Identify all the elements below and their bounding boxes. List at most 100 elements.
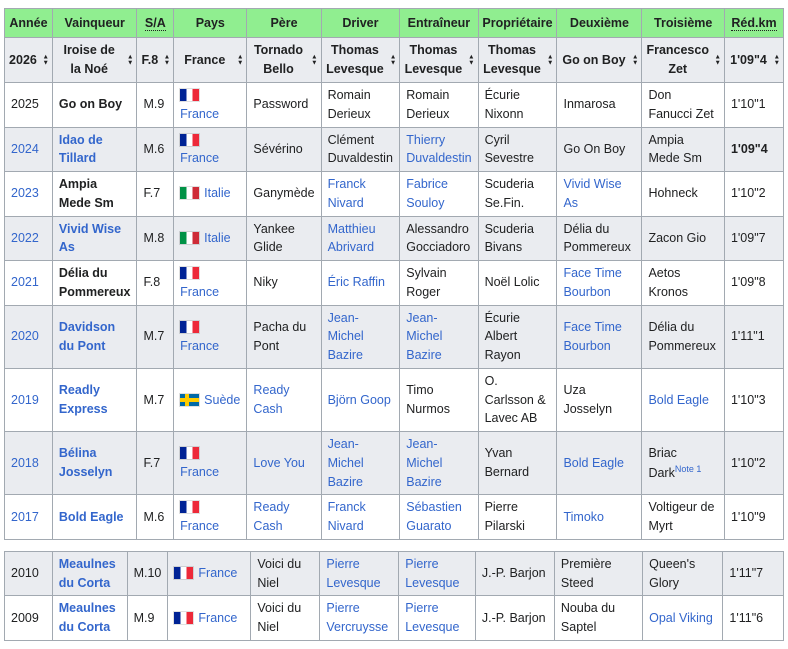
note-ref-link[interactable]: Note 1 bbox=[674, 463, 702, 474]
annee-link[interactable]: 2021 bbox=[11, 275, 39, 290]
cell-proprietaire: Écurie Nixonn bbox=[477, 82, 558, 128]
redkm-text: 1'10"9 bbox=[730, 509, 766, 524]
annee-link[interactable]: 2017 bbox=[11, 509, 39, 524]
pays-link[interactable]: France bbox=[198, 566, 238, 581]
cell-proprietaire: Cyril Sevestre bbox=[477, 126, 558, 172]
sort-header-label: 2026 bbox=[9, 52, 37, 67]
pays-link[interactable]: Suède bbox=[204, 392, 241, 407]
vainqueur-link[interactable]: Readly Express bbox=[58, 383, 108, 416]
annee-link[interactable]: 2018 bbox=[11, 455, 39, 470]
cell-pays: France bbox=[173, 304, 248, 369]
pays-link[interactable]: Italie bbox=[204, 186, 231, 201]
column-header-proprietaire: Propriétaire bbox=[477, 8, 558, 38]
sort-header-annee[interactable]: 2026 ▲ ▼ bbox=[4, 37, 53, 83]
driver-link[interactable]: Matthieu Abrivard bbox=[327, 221, 376, 255]
column-header-sa: S/A bbox=[136, 8, 175, 38]
cell-driver: Matthieu Abrivard bbox=[320, 215, 401, 261]
cell-pays: France bbox=[173, 126, 248, 172]
pays-link[interactable]: France bbox=[180, 519, 220, 533]
vainqueur-link[interactable]: Vivid Wise As bbox=[58, 221, 122, 255]
deuxieme-link[interactable]: Face Time Bourbon bbox=[563, 319, 622, 353]
cell-annee: 2010 bbox=[4, 550, 53, 597]
annee-link[interactable]: 2020 bbox=[11, 329, 39, 344]
pays-link[interactable]: France bbox=[180, 284, 220, 299]
pere-link[interactable]: Love You bbox=[253, 455, 305, 470]
deuxieme-link[interactable]: Vivid Wise As bbox=[563, 177, 622, 210]
entraineur-link[interactable]: Pierre Levesque bbox=[405, 556, 460, 590]
cell-troisieme: Délia du Pommereux bbox=[641, 304, 725, 369]
sort-header-sa[interactable]: F.8 ▲ ▼ bbox=[136, 37, 175, 83]
pays-link[interactable]: Italie bbox=[204, 230, 231, 245]
deuxieme-text: Nouba du Saptel bbox=[560, 601, 616, 634]
deuxieme-link[interactable]: Bold Eagle bbox=[563, 455, 624, 470]
pays-link[interactable]: France bbox=[180, 338, 220, 353]
cell-pays: Suède bbox=[173, 367, 248, 433]
cell-annee: 2017 bbox=[4, 494, 53, 540]
sort-header-redkm[interactable]: 1'09"4 ▲ ▼ bbox=[723, 37, 785, 83]
annee-link[interactable]: 2023 bbox=[11, 186, 39, 201]
sort-header-troisieme[interactable]: Francesco Zet ▲ ▼ bbox=[641, 37, 725, 83]
pere-link[interactable]: Ready Cash bbox=[253, 383, 290, 416]
cell-troisieme: Queen's Glory bbox=[642, 550, 724, 597]
pays-link[interactable]: France bbox=[180, 151, 220, 166]
entraineur-link[interactable]: Thierry Duvaldestin bbox=[406, 132, 472, 166]
pays-link[interactable]: France bbox=[180, 465, 220, 480]
proprietaire-text: Scuderia Bivans bbox=[484, 221, 534, 255]
cell-troisieme: Aetos Kronos bbox=[641, 260, 725, 306]
entraineur-link[interactable]: Jean-Michel Bazire bbox=[406, 437, 443, 489]
troisieme-text: Ampia Mede Sm bbox=[648, 132, 702, 166]
cell-deuxieme: Première Steed bbox=[553, 550, 644, 597]
entraineur-link[interactable]: Pierre Levesque bbox=[405, 601, 460, 634]
table-row-2023: 2023 Ampia Mede Sm F.7 Italie Ganymède Franck… bbox=[4, 171, 785, 217]
sort-header-vainqueur[interactable]: Iroise de la Noé ▲ ▼ bbox=[51, 37, 138, 83]
annee-link[interactable]: 2019 bbox=[11, 392, 39, 407]
troisieme-link[interactable]: Bold Eagle bbox=[648, 392, 709, 407]
sort-header-entraineur[interactable]: Thomas Levesque ▲ ▼ bbox=[399, 37, 479, 83]
vainqueur-link[interactable]: Bold Eagle bbox=[58, 509, 124, 524]
it-flag-icon bbox=[180, 231, 200, 244]
cell-annee: 2023 bbox=[4, 171, 53, 217]
annee-link[interactable]: 2024 bbox=[11, 141, 39, 156]
driver-link[interactable]: Björn Goop bbox=[327, 392, 391, 407]
cell-deuxieme: Inmarosa bbox=[556, 82, 643, 128]
sort-header-proprietaire[interactable]: Thomas Levesque ▲ ▼ bbox=[477, 37, 558, 83]
proprietaire-text: Pierre Pilarski bbox=[484, 500, 525, 533]
sort-arrows-icon: ▲ ▼ bbox=[311, 53, 318, 66]
driver-link[interactable]: Jean-Michel Bazire bbox=[327, 437, 364, 489]
driver-link[interactable]: Pierre Levesque bbox=[326, 556, 381, 590]
vainqueur-link[interactable]: Davidson du Pont bbox=[58, 319, 116, 353]
driver-link[interactable]: Franck Nivard bbox=[327, 500, 366, 533]
pere-link[interactable]: Ready Cash bbox=[253, 500, 290, 533]
sort-header-label: France bbox=[184, 52, 226, 67]
column-header-pays: Pays bbox=[173, 8, 248, 38]
redkm-text: 1'10"2 bbox=[730, 186, 766, 201]
troisieme-link[interactable]: Opal Viking bbox=[649, 610, 713, 625]
vainqueur-link[interactable]: Bélina Josselyn bbox=[58, 446, 113, 480]
pere-text: Password bbox=[253, 97, 309, 112]
entraineur-link[interactable]: Sébastien Guarato bbox=[406, 500, 462, 533]
driver-link[interactable]: Franck Nivard bbox=[327, 177, 366, 210]
pays-link[interactable]: France bbox=[180, 106, 220, 121]
pays-link[interactable]: France bbox=[198, 610, 238, 625]
sa-text: M.9 bbox=[143, 97, 165, 112]
vainqueur-link[interactable]: Idao de Tillard bbox=[58, 132, 103, 166]
deuxieme-link[interactable]: Face Time Bourbon bbox=[563, 266, 622, 299]
cell-deuxieme: Face Time Bourbon bbox=[556, 260, 643, 306]
driver-link[interactable]: Pierre Vercruysse bbox=[326, 601, 389, 634]
sort-header-deuxieme[interactable]: Go on Boy ▲ ▼ bbox=[556, 37, 643, 83]
vainqueur-link[interactable]: Meaulnes du Corta bbox=[58, 601, 116, 634]
sort-header-pays[interactable]: France ▲ ▼ bbox=[173, 37, 248, 83]
entraineur-link[interactable]: Fabrice Souloy bbox=[406, 177, 448, 210]
vainqueur-link[interactable]: Meaulnes du Corta bbox=[58, 556, 116, 590]
sort-header-pere[interactable]: Tornado Bello ▲ ▼ bbox=[246, 37, 322, 83]
entraineur-link[interactable]: Jean-Michel Bazire bbox=[406, 310, 443, 363]
annee-link[interactable]: 2022 bbox=[11, 230, 39, 245]
table-row-2017: 2017 Bold Eagle M.6 France Ready Cash Franck … bbox=[4, 494, 785, 540]
sort-arrows-icon: ▲ ▼ bbox=[714, 53, 721, 66]
deuxieme-link[interactable]: Timoko bbox=[563, 509, 604, 524]
sort-header-driver[interactable]: Thomas Levesque ▲ ▼ bbox=[320, 37, 401, 83]
driver-link[interactable]: Jean-Michel Bazire bbox=[327, 310, 364, 363]
driver-link[interactable]: Éric Raffin bbox=[327, 275, 386, 290]
cell-entraineur: Sébastien Guarato bbox=[399, 494, 479, 540]
fr-flag-icon bbox=[180, 133, 200, 146]
